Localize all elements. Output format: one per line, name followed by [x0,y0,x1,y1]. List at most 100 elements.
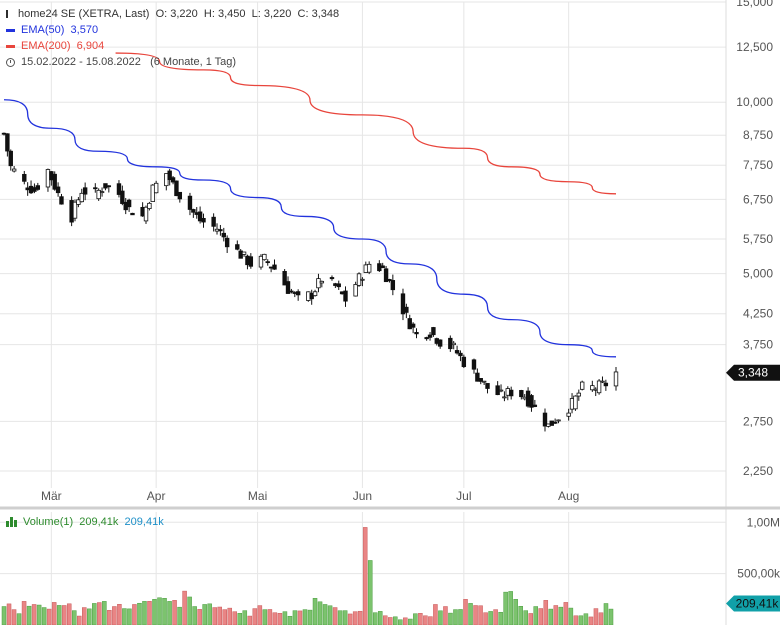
candle-up [143,206,149,222]
candle-down [532,404,538,407]
volume-bar [463,599,468,625]
price-tick-label: 2,250 [743,464,773,478]
price-tick-label: 12,500 [736,40,773,54]
volume-bar [102,601,107,625]
candle-down [235,244,240,250]
volume-bar [342,610,348,625]
candle-down [508,389,514,397]
candle-down [542,412,548,427]
volume-bar [568,607,574,625]
volume-bar [117,604,122,625]
volume-bar [92,603,97,625]
volume-value-2: 209,41k [124,516,164,528]
volume-bar [608,608,614,625]
volume-bar [443,606,448,625]
volume-bar [508,591,513,625]
volume-bar [1,606,7,625]
volume-bar [598,612,604,625]
volume-bar [267,609,273,625]
candle-down [289,290,294,293]
candle-up [241,251,247,255]
candle-down [248,256,254,267]
candle-down [59,196,64,205]
legend-ema50-row: EMA(50) 3,570 [6,22,339,38]
ema200-value: 6,904 [76,40,105,52]
volume-bar [82,607,87,625]
volume-legend: Volume(1) 209,41k 209,41k [6,516,164,528]
volume-bar [71,610,77,625]
candle-down [55,186,61,194]
volume-bar [393,616,398,625]
volume-bar [287,615,293,625]
candle-down [265,261,270,264]
candle-up [72,201,78,219]
price-tick-label: 7,750 [743,158,773,172]
volume-bar [548,608,554,625]
volume-bar [262,609,268,625]
volume-bar [357,610,363,625]
volume-bar [538,608,544,625]
volume-bar [172,600,177,625]
price-swatch [6,10,8,18]
date-tick-label: Apr [147,489,166,503]
volume-bar [413,613,418,625]
volume-bar [423,615,428,625]
candle-down [437,339,443,347]
volume-bar [458,609,463,625]
last-price-marker [726,364,780,381]
volume-bar [122,608,127,625]
candle-down [106,185,112,188]
volume-bar [107,610,112,625]
volume-bar [142,601,147,625]
volume-bar [518,606,523,625]
candle-down [603,382,609,387]
candle-down [404,306,409,313]
candle-down [427,334,433,338]
volume-bar [433,604,438,625]
volume-bar [603,603,609,625]
candle-down [211,216,216,227]
candle-down [471,359,477,370]
candle-down [414,332,419,335]
volume-bar [448,612,453,625]
volume-bar [66,603,72,625]
candle-down [120,190,125,204]
price-tick-label: 15,000 [736,0,773,9]
candle-up [566,412,571,417]
volume-bar [563,602,569,625]
candle-up [153,182,159,194]
candle-down [485,383,490,389]
candle-down [224,237,230,248]
volume-bar [408,618,413,625]
volume-bar [588,616,594,625]
volume-bar [202,604,207,625]
clock-icon [6,57,15,67]
volume-bar [558,606,564,625]
candle-up [481,380,487,383]
volume-bar [483,612,488,625]
candle-down [35,185,41,190]
candle-down [529,395,534,408]
price-tick-label: 6,750 [743,192,773,206]
volume-bar [528,613,533,625]
volume-bar [302,609,308,625]
volume-bar [503,591,508,625]
ema200-line-group [115,52,617,195]
volume-bar [26,605,32,625]
volume-bar [247,615,253,625]
volume-bar [403,617,408,625]
volume-bar [478,605,483,625]
candle-down [400,293,406,315]
candle-down [116,183,122,195]
volume-bar [167,601,172,625]
volume-bar [468,603,473,625]
volume-bar [132,604,137,625]
volume-bar [282,611,288,625]
volume-bar [11,609,17,625]
open-value: O: 3,220 [155,8,198,20]
volume-bar [498,611,503,625]
volume-bar [192,606,197,625]
ema200-label: EMA(200) [21,40,71,52]
volume-bar [388,617,393,625]
